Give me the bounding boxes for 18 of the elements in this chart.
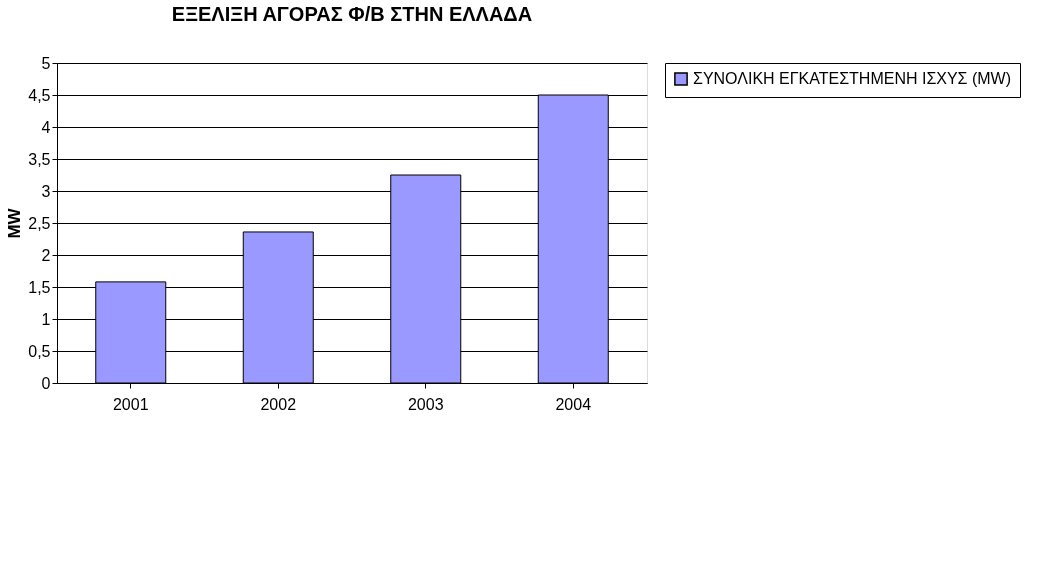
y-tick-label: 4 [41, 118, 51, 136]
y-tick-label: 3,5 [28, 150, 51, 168]
y-tick-label: 0 [41, 374, 51, 392]
y-tick-label: 0,5 [28, 342, 51, 360]
y-tick-label: 5 [41, 54, 51, 72]
y-tick-label: 1,5 [28, 278, 51, 296]
x-tick-label: 2003 [407, 395, 444, 413]
y-tick-label: 2 [41, 246, 51, 264]
x-tick-label: 2001 [112, 395, 149, 413]
y-axis-title: MW [5, 207, 25, 239]
y-tick-label: 3 [41, 182, 51, 200]
legend-label: ΣΥΝΟΛΙΚΗ ΕΓΚΑΤΕΣΤΗΜΕΝΗ ΙΣΧΥΣ (MW) [693, 70, 1012, 87]
x-tick-label: 2002 [260, 395, 297, 413]
y-tick-label: 4,5 [28, 86, 51, 104]
y-tick-label: 2,5 [28, 214, 51, 232]
y-tick-label: 1 [41, 310, 51, 328]
x-tick-label: 2004 [555, 395, 592, 413]
chart-title: ΕΞΕΛΙΞΗ ΑΓΟΡΑΣ Φ/Β ΣΤΗΝ ΕΛΛΑΔΑ [171, 3, 533, 25]
